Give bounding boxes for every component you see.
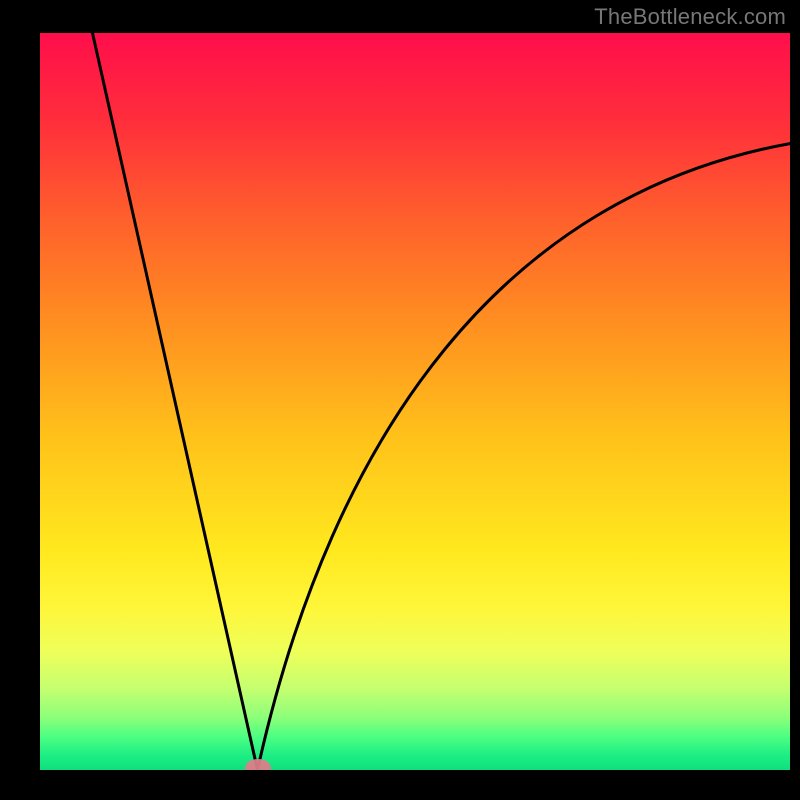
gradient-background [40,33,790,770]
chart-root: TheBottleneck.com [0,0,800,800]
plot-svg [0,0,800,800]
watermark-text: TheBottleneck.com [594,4,786,30]
curve-minimum-marker [245,759,271,777]
